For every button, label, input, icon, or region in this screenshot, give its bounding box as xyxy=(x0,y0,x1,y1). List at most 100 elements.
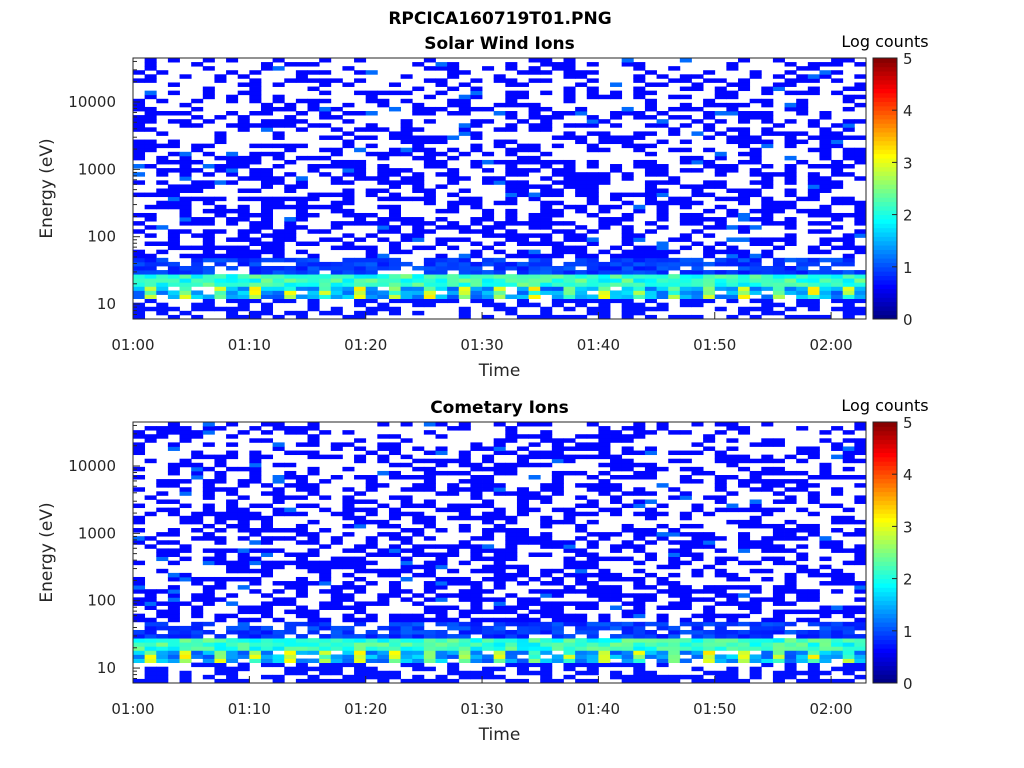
heatmap-cell xyxy=(319,278,332,283)
heatmap-cell xyxy=(819,188,832,193)
heatmap-cell xyxy=(493,270,506,275)
heatmap-cell xyxy=(191,261,204,267)
heatmap-cell xyxy=(772,491,785,496)
heatmap-cell xyxy=(493,111,506,116)
heatmap-cell xyxy=(354,646,367,651)
heatmap-cell xyxy=(563,176,576,181)
heatmap-cell xyxy=(621,217,634,222)
heatmap-cell xyxy=(831,184,844,189)
heatmap-cell xyxy=(423,78,436,83)
heatmap-cell xyxy=(551,294,564,300)
heatmap-cell xyxy=(703,261,716,267)
heatmap-cell xyxy=(237,119,250,124)
heatmap-cell xyxy=(807,650,820,655)
heatmap-cell xyxy=(819,556,832,562)
heatmap-cell xyxy=(575,523,588,529)
heatmap-cell xyxy=(551,172,564,177)
heatmap-cell xyxy=(516,192,529,198)
heatmap-cell xyxy=(435,491,448,496)
heatmap-cell xyxy=(656,265,669,271)
heatmap-cell xyxy=(656,200,669,206)
heatmap-cell xyxy=(726,168,739,173)
heatmap-cell xyxy=(295,98,308,104)
heatmap-cell xyxy=(156,241,169,246)
heatmap-cell xyxy=(807,294,820,300)
heatmap-cell xyxy=(295,265,308,271)
heatmap-cell xyxy=(644,585,657,590)
heatmap-cell xyxy=(493,249,506,255)
heatmap-cell xyxy=(784,286,797,291)
heatmap-cell xyxy=(714,654,727,659)
heatmap-cell xyxy=(307,629,320,635)
heatmap-cell xyxy=(586,658,599,664)
colorbar-segment xyxy=(873,288,897,294)
heatmap-cell xyxy=(342,192,355,198)
colorbar-segment xyxy=(873,123,897,129)
heatmap-cell xyxy=(505,192,518,198)
heatmap-cell xyxy=(633,450,646,456)
heatmap-cell xyxy=(423,544,436,549)
heatmap-cell xyxy=(237,666,250,672)
heatmap-cell xyxy=(540,237,553,242)
heatmap-cell xyxy=(738,131,751,136)
heatmap-cell xyxy=(167,159,180,165)
heatmap-cell xyxy=(703,650,716,655)
heatmap-cell xyxy=(319,662,332,668)
heatmap-cell xyxy=(156,257,169,263)
heatmap-cell xyxy=(493,654,506,659)
heatmap-cell xyxy=(633,528,646,533)
heatmap-cell xyxy=(249,94,262,100)
heatmap-cell xyxy=(388,135,401,140)
heatmap-cell xyxy=(400,249,413,255)
heatmap-cell xyxy=(575,625,588,631)
heatmap-cell xyxy=(784,135,797,140)
heatmap-cell xyxy=(237,585,250,590)
heatmap-cell xyxy=(563,86,576,92)
heatmap-cell xyxy=(237,495,250,500)
heatmap-cell xyxy=(423,229,436,234)
heatmap-cell xyxy=(726,572,739,578)
heatmap-cell xyxy=(807,135,820,140)
heatmap-cell xyxy=(319,237,332,242)
heatmap-cell xyxy=(610,261,623,267)
heatmap-cell xyxy=(272,314,285,320)
heatmap-cell xyxy=(237,638,250,643)
heatmap-cell xyxy=(470,147,483,153)
heatmap-cell xyxy=(144,270,157,275)
heatmap-cell xyxy=(796,658,809,664)
heatmap-cell xyxy=(342,200,355,206)
heatmap-cell xyxy=(226,237,239,242)
heatmap-cell xyxy=(714,78,727,83)
heatmap-cell xyxy=(749,499,762,504)
heatmap-cell xyxy=(295,241,308,246)
heatmap-cell xyxy=(214,678,227,684)
heatmap-cell xyxy=(644,314,657,320)
heatmap-cell xyxy=(505,115,518,120)
heatmap-cell xyxy=(714,646,727,651)
heatmap-cell xyxy=(156,548,169,553)
heatmap-cell xyxy=(819,151,832,157)
heatmap-cell xyxy=(482,483,495,488)
heatmap-cell xyxy=(598,438,611,443)
heatmap-cell xyxy=(679,155,692,161)
heatmap-cell xyxy=(365,511,378,517)
heatmap-cell xyxy=(354,523,367,529)
heatmap-cell xyxy=(272,270,285,275)
heatmap-cell xyxy=(831,306,844,312)
heatmap-cell xyxy=(191,454,204,460)
heatmap-cell xyxy=(610,646,623,651)
heatmap-cell xyxy=(563,204,576,210)
heatmap-cell xyxy=(237,617,250,623)
heatmap-cell xyxy=(598,310,611,316)
heatmap-cell xyxy=(761,86,774,92)
heatmap-cell xyxy=(458,511,471,517)
heatmap-cell xyxy=(691,82,704,87)
heatmap-cell xyxy=(237,282,250,287)
heatmap-cell xyxy=(342,523,355,529)
heatmap-cell xyxy=(400,282,413,287)
heatmap-cell xyxy=(586,625,599,631)
heatmap-cell xyxy=(656,74,669,79)
heatmap-cell xyxy=(342,532,355,537)
heatmap-cell xyxy=(738,310,751,316)
heatmap-cell xyxy=(319,564,332,570)
